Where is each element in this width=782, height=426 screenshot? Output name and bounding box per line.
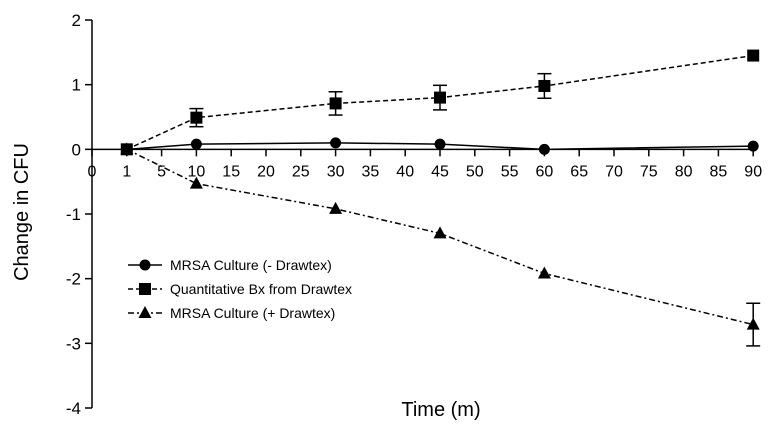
x-tick-label: 90	[744, 163, 762, 180]
x-tick-label: 0	[88, 163, 97, 180]
y-tick-label: -4	[66, 399, 81, 418]
legend-label: MRSA Culture (- Drawtex)	[170, 257, 332, 273]
data-point	[538, 143, 550, 155]
legend-label: MRSA Culture (+ Drawtex)	[170, 305, 335, 321]
x-tick-label: 70	[605, 163, 623, 180]
data-point	[537, 266, 551, 279]
series-line	[126, 142, 754, 151]
legend-item: MRSA Culture (- Drawtex)	[128, 257, 332, 273]
y-tick-label: -1	[66, 205, 81, 224]
legend-item: Quantitative Bx from Drawtex	[128, 281, 352, 297]
series-square	[120, 49, 760, 156]
data-point	[433, 226, 447, 239]
series-triangle	[120, 142, 761, 347]
x-axis-label: Time (m)	[401, 399, 480, 421]
x-tick-label: 15	[222, 163, 240, 180]
x-tick-label: 65	[570, 163, 588, 180]
legend-marker	[139, 283, 151, 295]
y-tick-label: 2	[72, 11, 81, 30]
series-line	[126, 54, 754, 151]
y-tick-label: 0	[72, 140, 81, 159]
legend-marker	[138, 306, 152, 318]
data-point	[330, 137, 342, 149]
x-tick-label: 75	[640, 163, 658, 180]
data-point	[434, 91, 446, 104]
x-tick-label: 10	[188, 163, 206, 180]
data-point	[746, 317, 760, 330]
x-tick-label: 35	[362, 163, 380, 180]
data-point	[120, 142, 134, 155]
y-axis-label: Change in CFU	[11, 143, 33, 281]
legend: MRSA Culture (- Drawtex) Quantitative Bx …	[128, 257, 352, 321]
data-point	[434, 138, 446, 150]
data-point	[190, 138, 202, 150]
axes: 210-1-2-3-40 1 5 10 15 20 25 30 35 40 45 50 55 60 65 70…	[66, 11, 762, 418]
y-tick-label: -3	[66, 334, 81, 353]
x-tick-label: 50	[466, 163, 484, 180]
x-tick-label: 40	[396, 163, 414, 180]
y-tick-label: 1	[72, 76, 81, 95]
x-tick-label: 85	[710, 163, 728, 180]
x-tick-label: 55	[501, 163, 519, 180]
x-tick-label: 20	[257, 163, 275, 180]
data-point	[747, 49, 760, 62]
data-point	[329, 97, 342, 110]
series-layer	[120, 49, 761, 347]
x-tick-label: 30	[327, 163, 345, 180]
legend-marker	[139, 259, 151, 271]
legend-item: MRSA Culture (+ Drawtex)	[128, 305, 335, 321]
data-point	[189, 176, 203, 189]
x-tick-label: 1	[122, 163, 131, 180]
x-tick-label: 25	[292, 163, 310, 180]
x-tick-label: 5	[157, 163, 166, 180]
legend-label: Quantitative Bx from Drawtex	[170, 281, 352, 297]
y-tick-label: -2	[66, 270, 81, 289]
x-tick-label: 80	[675, 163, 693, 180]
x-tick-label: 45	[431, 163, 449, 180]
data-point	[190, 111, 203, 124]
data-point	[747, 140, 759, 152]
x-tick-label: 60	[536, 163, 554, 180]
data-point	[329, 201, 343, 214]
data-point	[538, 79, 551, 92]
